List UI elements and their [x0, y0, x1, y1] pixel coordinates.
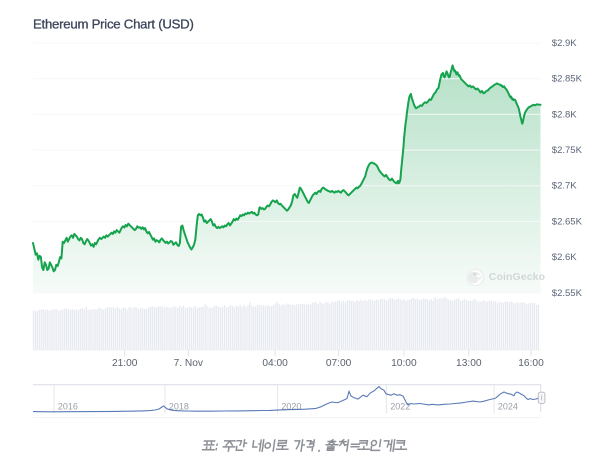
- svg-text:07:00: 07:00: [326, 358, 352, 369]
- svg-text:2020: 2020: [281, 402, 301, 412]
- svg-text:$2.8K: $2.8K: [552, 109, 577, 120]
- svg-text:2016: 2016: [58, 402, 78, 412]
- svg-text:2024: 2024: [498, 402, 518, 412]
- svg-text:$2.7K: $2.7K: [552, 181, 577, 192]
- svg-text:CoinGecko: CoinGecko: [489, 271, 545, 283]
- svg-text:$2.85K: $2.85K: [552, 74, 583, 85]
- svg-text:$2.9K: $2.9K: [552, 38, 577, 49]
- svg-text:04:00: 04:00: [262, 358, 288, 369]
- svg-text:$2.55K: $2.55K: [552, 288, 583, 299]
- svg-text:16:00: 16:00: [518, 358, 544, 369]
- svg-text:$2.65K: $2.65K: [552, 216, 583, 227]
- svg-text:2022: 2022: [390, 402, 410, 412]
- svg-text:21:00: 21:00: [112, 358, 138, 369]
- svg-text:Ethereum Price Chart (USD): Ethereum Price Chart (USD): [33, 16, 194, 31]
- svg-text:10:00: 10:00: [391, 358, 417, 369]
- svg-text:$2.75K: $2.75K: [552, 145, 583, 156]
- svg-text:13:00: 13:00: [456, 358, 482, 369]
- svg-text:$2.6K: $2.6K: [552, 252, 577, 263]
- svg-text:2018: 2018: [169, 402, 189, 412]
- svg-text:7. Nov: 7. Nov: [174, 358, 204, 369]
